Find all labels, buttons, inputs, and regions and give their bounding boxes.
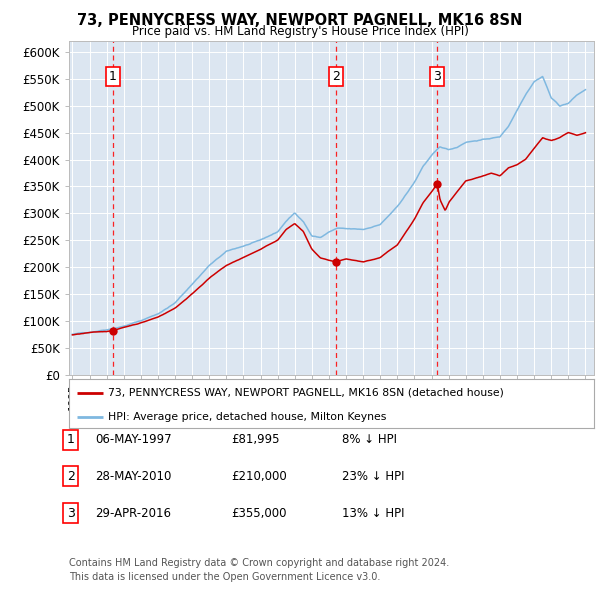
Text: 1: 1 (67, 433, 75, 446)
Text: 2: 2 (332, 70, 340, 83)
Text: 29-APR-2016: 29-APR-2016 (95, 507, 171, 520)
Text: HPI: Average price, detached house, Milton Keynes: HPI: Average price, detached house, Milt… (109, 412, 387, 422)
Text: £81,995: £81,995 (231, 433, 280, 446)
Text: 2: 2 (67, 470, 75, 483)
Text: 8% ↓ HPI: 8% ↓ HPI (342, 433, 397, 446)
Text: 73, PENNYCRESS WAY, NEWPORT PAGNELL, MK16 8SN: 73, PENNYCRESS WAY, NEWPORT PAGNELL, MK1… (77, 13, 523, 28)
Text: 3: 3 (433, 70, 441, 83)
Text: £210,000: £210,000 (231, 470, 287, 483)
Text: Price paid vs. HM Land Registry's House Price Index (HPI): Price paid vs. HM Land Registry's House … (131, 25, 469, 38)
Text: Contains HM Land Registry data © Crown copyright and database right 2024.
This d: Contains HM Land Registry data © Crown c… (69, 558, 449, 582)
Text: 28-MAY-2010: 28-MAY-2010 (95, 470, 171, 483)
Text: £355,000: £355,000 (231, 507, 287, 520)
Text: 73, PENNYCRESS WAY, NEWPORT PAGNELL, MK16 8SN (detached house): 73, PENNYCRESS WAY, NEWPORT PAGNELL, MK1… (109, 388, 504, 398)
Text: 3: 3 (67, 507, 75, 520)
Text: 06-MAY-1997: 06-MAY-1997 (95, 433, 172, 446)
Text: 1: 1 (109, 70, 116, 83)
Text: 23% ↓ HPI: 23% ↓ HPI (342, 470, 404, 483)
Text: 13% ↓ HPI: 13% ↓ HPI (342, 507, 404, 520)
